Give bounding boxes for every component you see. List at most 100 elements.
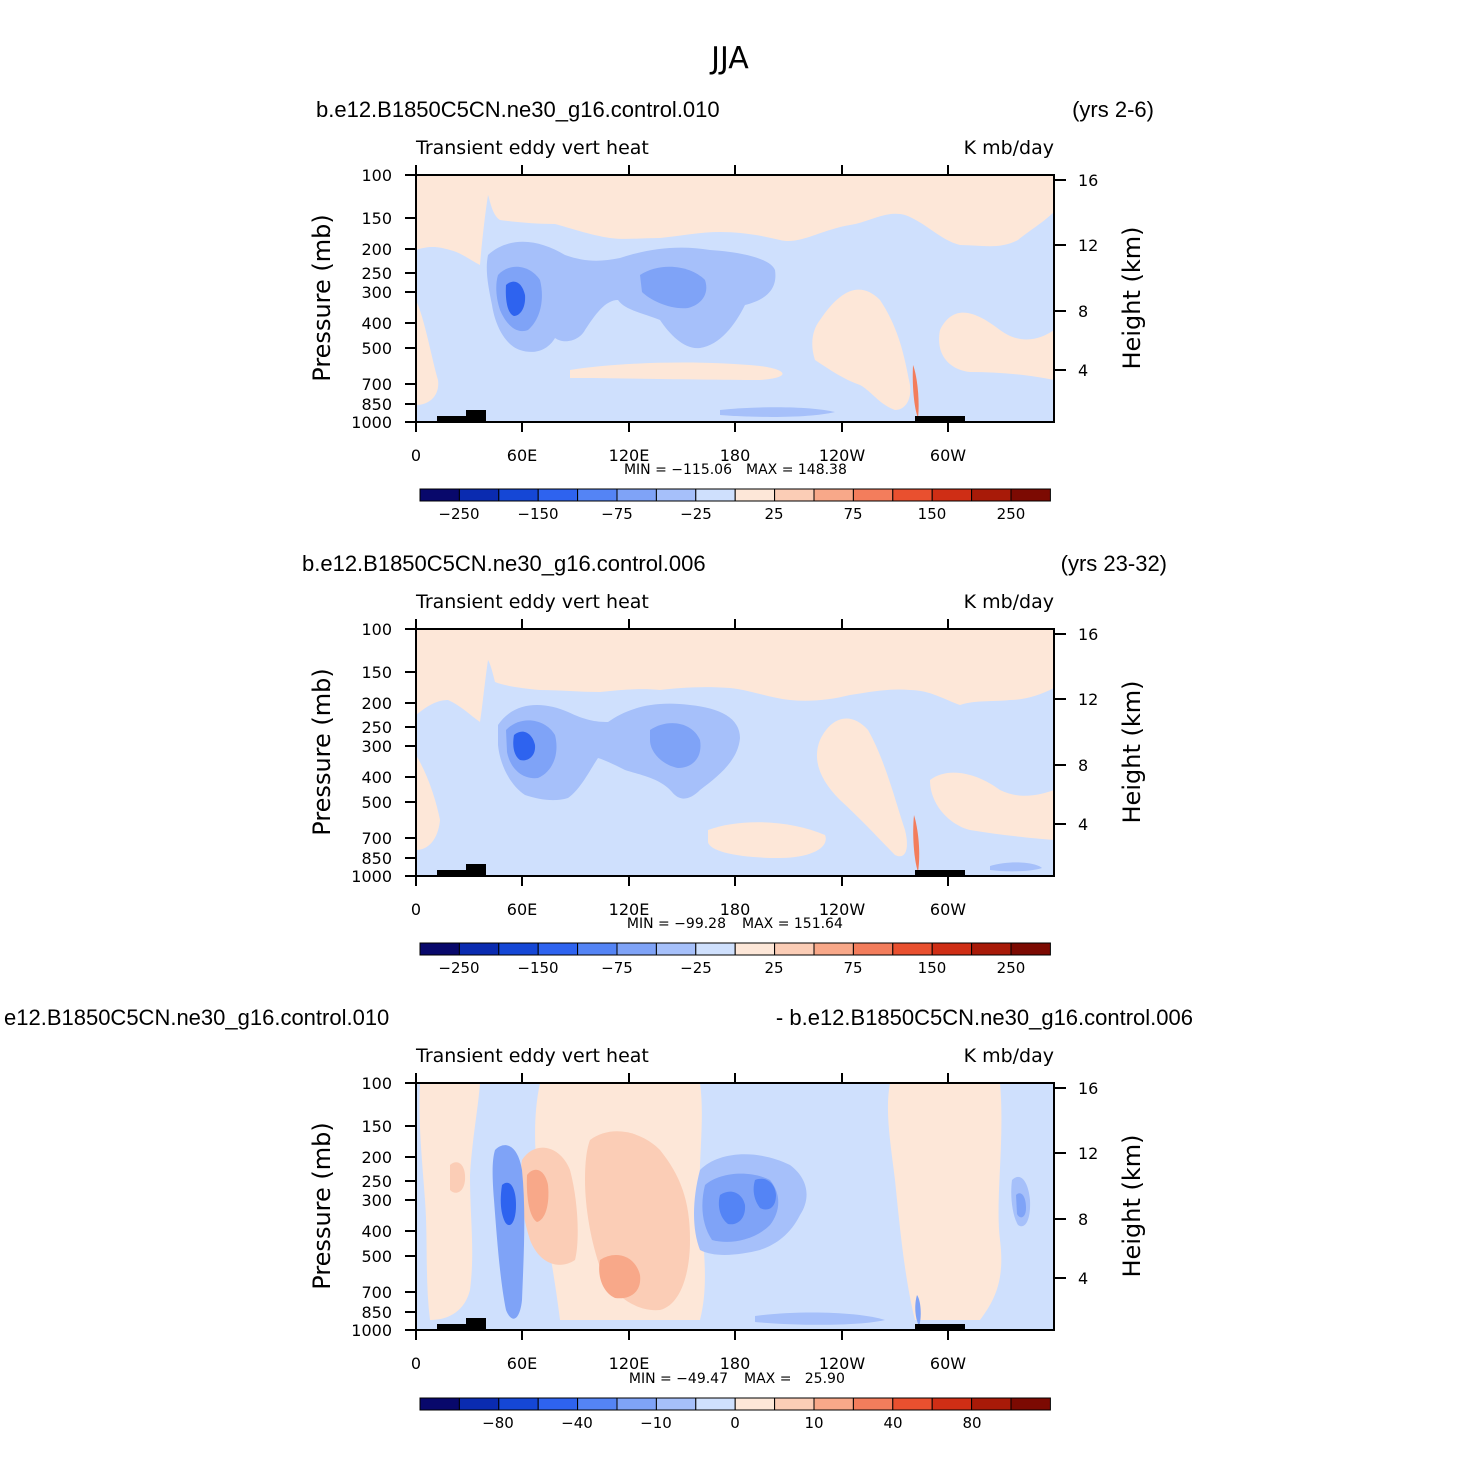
colorbar: [419, 1397, 1051, 1411]
positive-region-right: [812, 289, 911, 410]
positive-region-left: [416, 300, 439, 405]
colorbar-label: −75: [601, 505, 633, 523]
y-tick-850: 850: [361, 849, 392, 868]
colorbar-label: 0: [730, 1414, 740, 1432]
negative-band-surface: [755, 1312, 885, 1325]
max-label: MAX = 151.64: [742, 916, 843, 932]
positive-region-center: [708, 822, 826, 858]
case-title-left: e12.B1850C5CN.ne30_g16.control.010: [4, 1005, 389, 1030]
panel-middle: b.e12.B1850C5CN.ne30_g16.control.006 (yr…: [302, 551, 1167, 977]
contour-field: [416, 1083, 1054, 1330]
right-tick-16: 16: [1078, 625, 1098, 644]
y-tick-400: 400: [361, 314, 392, 333]
y-axis-label: Pressure (mb): [308, 1122, 336, 1289]
y-tick-300: 300: [361, 283, 392, 302]
negative-band-surface: [990, 862, 1042, 872]
x-tick-0: 0: [411, 446, 421, 465]
colorbar-swatch: [695, 942, 736, 956]
x-tick-0: 0: [411, 900, 421, 919]
axis-ticks: [405, 165, 1066, 432]
positive-region-farright: [939, 312, 1054, 380]
y-tick-100: 100: [361, 620, 392, 639]
x-tick-180: 180: [720, 900, 751, 919]
max-label: MAX = 148.38: [746, 462, 847, 478]
positive-lobe-5: [450, 1162, 466, 1193]
negative-lobe-3: [640, 266, 707, 309]
colorbar-label: −75: [601, 959, 633, 977]
colorbar-swatch: [537, 942, 579, 956]
x-tick-120E: 120E: [609, 900, 650, 919]
colorbar-swatch: [734, 488, 776, 502]
x-tick-60E: 60E: [507, 446, 537, 465]
y-tick-500: 500: [361, 339, 392, 358]
colorbar-swatch: [458, 942, 500, 956]
land-mask-3: [915, 1324, 965, 1330]
positive-region-upper: [416, 629, 1054, 722]
colorbar-swatch: [1010, 942, 1051, 956]
positive-lobe-4: [599, 1255, 641, 1299]
colorbar-label: 40: [883, 1414, 902, 1432]
case-title: b.e12.B1850C5CN.ne30_g16.control.006: [302, 551, 706, 576]
colorbar-swatch: [419, 1397, 460, 1411]
colorbar-swatch: [498, 488, 539, 502]
x-tick-180: 180: [720, 446, 751, 465]
land-mask-2: [466, 864, 486, 876]
colorbar-label: 150: [918, 959, 947, 977]
colorbar-swatch: [577, 942, 618, 956]
colorbar-label: 25: [764, 959, 783, 977]
case-title-right: - b.e12.B1850C5CN.ne30_g16.control.006: [776, 1005, 1193, 1030]
right-axis-label: Height (km): [1118, 227, 1146, 370]
y-tick-1000: 1000: [351, 1321, 392, 1340]
colorbar-swatch: [458, 488, 500, 502]
years-label: (yrs 2-6): [1072, 97, 1154, 122]
figure-title: JJA: [709, 41, 749, 76]
colorbar-label: −250: [438, 959, 479, 977]
y-axis-label: Pressure (mb): [308, 668, 336, 835]
colorbar-label: −150: [517, 959, 558, 977]
colorbar-label: 250: [997, 505, 1026, 523]
colorbar-swatch: [931, 1397, 973, 1411]
y-tick-1000: 1000: [351, 413, 392, 432]
x-tick-120W: 120W: [819, 1354, 866, 1373]
colorbar-swatch: [577, 1397, 618, 1411]
negative-lobe-2: [500, 1182, 516, 1226]
positive-column-1: [419, 1083, 480, 1320]
colorbar-label: 80: [962, 1414, 981, 1432]
positive-lobe-3: [526, 1169, 549, 1222]
colorbar-swatch: [971, 1397, 1012, 1411]
colorbar-swatch: [498, 1397, 539, 1411]
colorbar-label: 25: [764, 505, 783, 523]
colorbar-swatch: [616, 488, 657, 502]
colorbar-label: 75: [843, 959, 862, 977]
contour-field: [416, 175, 1054, 422]
y-tick-200: 200: [361, 1148, 392, 1167]
positive-column-3: [887, 1083, 1002, 1320]
contour-field: [416, 629, 1054, 876]
y-tick-850: 850: [361, 1303, 392, 1322]
x-tick-60W: 60W: [930, 900, 966, 919]
years-label: (yrs 23-32): [1061, 551, 1167, 576]
case-title: b.e12.B1850C5CN.ne30_g16.control.010: [316, 97, 720, 122]
colorbar-swatch: [537, 488, 579, 502]
positive-spike: [913, 815, 920, 872]
variable-label: Transient eddy vert heat: [415, 137, 649, 159]
right-tick-12: 12: [1078, 236, 1098, 255]
y-tick-250: 250: [361, 718, 392, 737]
colorbar-swatch: [1010, 488, 1051, 502]
y-tick-150: 150: [361, 209, 392, 228]
y-tick-100: 100: [361, 166, 392, 185]
colorbar-swatch: [734, 1397, 776, 1411]
units-label: K mb/day: [964, 1045, 1054, 1067]
negative-lobe-1: [492, 1145, 525, 1319]
y-tick-700: 700: [361, 375, 392, 394]
colorbar-swatch: [695, 488, 736, 502]
colorbar-label: −80: [482, 1414, 514, 1432]
y-axis-label: Pressure (mb): [308, 214, 336, 381]
y-tick-500: 500: [361, 793, 392, 812]
colorbar-swatch: [695, 1397, 736, 1411]
land-mask-3: [915, 416, 965, 422]
colorbar-label: −25: [680, 505, 712, 523]
right-tick-8: 8: [1078, 1210, 1088, 1229]
positive-band-lower: [570, 362, 783, 380]
